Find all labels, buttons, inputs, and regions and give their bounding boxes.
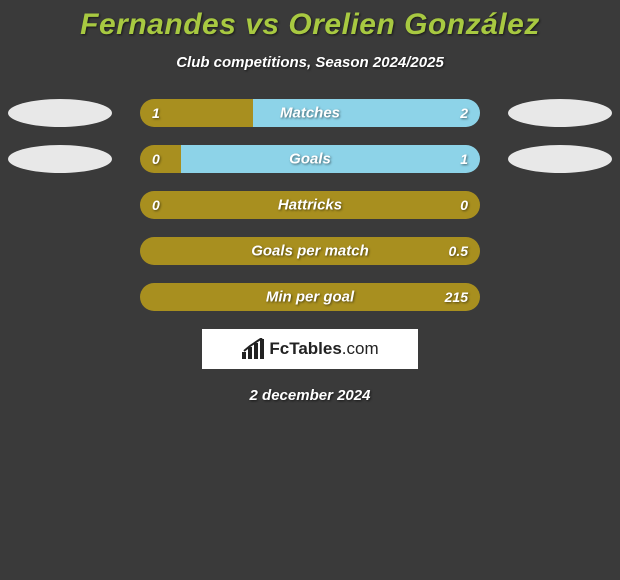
logo-strong: FcTables xyxy=(269,339,341,358)
comparison-card: Fernandes vs Orelien González Club compe… xyxy=(0,0,620,404)
stat-value-left: 1 xyxy=(152,105,160,121)
stat-value-right: 2 xyxy=(460,105,468,121)
stat-value-left: 0 xyxy=(152,197,160,213)
card-title: Fernandes vs Orelien González xyxy=(0,8,620,42)
player-left-badge xyxy=(8,145,112,173)
stat-rows: Matches 1 2 Goals 0 1 Hattricks 0 0 Goals per mat… xyxy=(0,99,620,311)
stat-label: Goals per match xyxy=(251,243,369,260)
player-right-badge xyxy=(508,145,612,173)
stat-row: Matches 1 2 xyxy=(0,99,620,127)
stat-value-right: 0 xyxy=(460,197,468,213)
stat-label: Min per goal xyxy=(266,289,354,306)
stat-value-right: 215 xyxy=(445,289,468,305)
date-line: 2 december 2024 xyxy=(0,387,620,404)
stat-label: Matches xyxy=(280,105,340,122)
fctables-logo[interactable]: FcTables.com xyxy=(202,329,418,369)
player-left-badge xyxy=(8,99,112,127)
logo-light: .com xyxy=(342,339,379,358)
bar-seg-left xyxy=(140,145,181,173)
stat-bar: Hattricks 0 0 xyxy=(140,191,480,219)
stat-label: Hattricks xyxy=(278,197,342,214)
stat-value-left: 0 xyxy=(152,151,160,167)
stat-bar: Goals 0 1 xyxy=(140,145,480,173)
stat-row: Min per goal 215 xyxy=(0,283,620,311)
stat-value-right: 0.5 xyxy=(449,243,468,259)
stat-bar: Matches 1 2 xyxy=(140,99,480,127)
player-right-badge xyxy=(508,99,612,127)
stat-row: Hattricks 0 0 xyxy=(0,191,620,219)
stat-bar: Goals per match 0.5 xyxy=(140,237,480,265)
card-subtitle: Club competitions, Season 2024/2025 xyxy=(0,54,620,71)
logo-text: FcTables.com xyxy=(269,339,378,359)
bars-icon xyxy=(241,338,265,360)
stat-label: Goals xyxy=(289,151,331,168)
stat-bar: Min per goal 215 xyxy=(140,283,480,311)
stat-value-right: 1 xyxy=(460,151,468,167)
stat-row: Goals 0 1 xyxy=(0,145,620,173)
stat-row: Goals per match 0.5 xyxy=(0,237,620,265)
